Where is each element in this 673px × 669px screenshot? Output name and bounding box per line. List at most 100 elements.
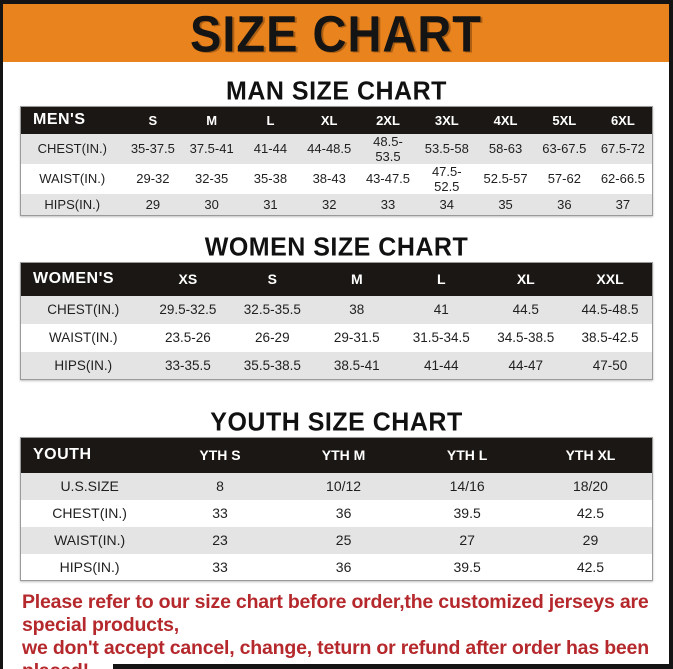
measurement-value: 35-38	[253, 171, 288, 186]
row-label: HIPS(IN.)	[44, 196, 101, 212]
disclaimer-line-2: we don't accept cancel, change, teturn o…	[22, 637, 649, 669]
size-column-header: 2XL	[376, 112, 400, 128]
size-column-header: YTH L	[446, 447, 488, 464]
measurement-value: 23	[212, 532, 228, 548]
row-label: WAIST(IN.)	[54, 532, 126, 548]
measurement-value: 53.5-58	[424, 141, 469, 156]
measurement-value: 32	[321, 196, 337, 212]
size-column-header: L	[437, 271, 446, 288]
measurement-value: 32.5-35.5	[243, 302, 301, 317]
table-header-row: MEN'S S M L XL 2XL 3XL 4XL 5XL 6XL	[20, 106, 653, 134]
top-border	[0, 0, 673, 4]
measurement-value: 48.5-53.5	[373, 133, 403, 164]
row-label: HIPS(IN.)	[59, 558, 120, 575]
measurement-value: 14/16	[449, 478, 485, 494]
size-column-header: S	[148, 112, 158, 128]
measurement-value: 63-67.5	[542, 141, 587, 156]
measurement-value: 31.5-34.5	[412, 330, 470, 345]
women-size-table: WOMEN'S XS S M L XL XXL CHEST(IN.) 29.5-32.5 32.…	[20, 262, 653, 380]
measurement-value: 43-47.5	[365, 171, 411, 186]
measurement-value: 34	[439, 196, 454, 212]
measurement-value: 26-29	[255, 330, 290, 345]
table-row: CHEST(IN.) 35-37.5 37.5-41 41-44 44-48.5 48.5…	[20, 133, 653, 164]
measurement-value: 34.5-38.5	[497, 330, 555, 345]
size-column-header: XXL	[596, 271, 624, 288]
size-column-header: 5XL	[552, 112, 577, 128]
youth-section-title: YOUTH SIZE CHART	[210, 407, 463, 437]
measurement-value: 42.5	[576, 505, 605, 521]
measurement-value: 39.5	[453, 505, 481, 521]
measurement-value: 31	[263, 196, 278, 212]
table-row: WAIST(IN.) 23.5-26 26-29 29-31.5 31.5-34.5 34…	[20, 323, 653, 352]
row-label: U.S.SIZE	[60, 478, 119, 494]
measurement-value: 36	[335, 505, 352, 521]
measurement-value: 29.5-32.5	[159, 302, 217, 317]
measurement-value: 18/20	[572, 478, 608, 494]
measurement-value: 29	[582, 532, 599, 548]
measurement-value: 10/12	[326, 478, 362, 494]
size-column-header: M	[350, 271, 363, 288]
measurement-value: 8	[216, 478, 224, 494]
measurement-value: 39.5	[453, 558, 481, 575]
measurement-value: 35-37.5	[130, 141, 175, 156]
size-column-header: XL	[516, 271, 535, 288]
measurement-value: 29-32	[136, 171, 170, 186]
measurement-value: 37	[615, 196, 631, 212]
measurement-value: 38.5-41	[333, 357, 380, 373]
measurement-value: 47-50	[592, 357, 628, 373]
measurement-value: 36	[335, 558, 352, 575]
measurement-value: 41-44	[253, 141, 288, 156]
measurement-value: 36	[557, 196, 572, 212]
measurement-value: 41-44	[424, 357, 459, 373]
measurement-value: 38-43	[312, 171, 346, 186]
measurement-value: 27	[459, 532, 475, 548]
measurement-value: 33-35.5	[164, 357, 211, 373]
page-title: SIZE CHART	[190, 4, 482, 62]
table-corner-label: YOUTH	[33, 446, 92, 464]
table-corner-label: MEN'S	[33, 111, 86, 129]
left-border	[0, 0, 3, 669]
youth-size-table: YOUTH YTH S YTH M YTH L YTH XL U.S.SIZE 8 10/1…	[20, 437, 653, 581]
table-row: HIPS(IN.) 29 30 31 32 33 34 35 36 37	[20, 193, 653, 216]
size-column-header: YTH XL	[565, 447, 616, 464]
women-section-title: WOMEN SIZE CHART	[204, 232, 469, 262]
measurement-value: 30	[204, 196, 219, 212]
row-label: HIPS(IN.)	[54, 357, 113, 373]
table-corner-label: WOMEN'S	[33, 270, 115, 288]
bottom-border	[113, 664, 673, 669]
measurement-value: 41	[433, 302, 449, 317]
measurement-value: 47.5-52.5	[431, 163, 462, 194]
measurement-value: 29	[145, 196, 161, 212]
row-label: CHEST(IN.)	[47, 302, 120, 317]
row-label: CHEST(IN.)	[52, 505, 127, 521]
disclaimer-note: Please refer to our size chart before or…	[22, 591, 673, 669]
measurement-value: 44-48.5	[307, 141, 352, 156]
table-header-row: WOMEN'S XS S M L XL XXL	[20, 262, 653, 296]
men-size-table: MEN'S S M L XL 2XL 3XL 4XL 5XL 6XL CHEST(IN.) 35-3…	[20, 106, 653, 216]
size-column-header: 3XL	[434, 112, 459, 128]
table-row: U.S.SIZE 8 10/12 14/16 18/20	[20, 472, 653, 500]
measurement-value: 44.5	[512, 302, 539, 317]
size-column-header: M	[206, 112, 218, 128]
size-column-header: YTH S	[199, 447, 241, 464]
disclaimer-line-1: Please refer to our size chart before or…	[22, 591, 649, 636]
row-label: CHEST(IN.)	[37, 141, 107, 156]
table-row: HIPS(IN.) 33 36 39.5 42.5	[20, 553, 653, 581]
size-column-header: 6XL	[610, 112, 635, 128]
size-column-header: XL	[320, 112, 338, 128]
size-column-header: 4XL	[493, 112, 518, 128]
table-row: WAIST(IN.) 29-32 32-35 35-38 38-43 43-47.5 47.…	[20, 163, 653, 194]
title-banner: SIZE CHART	[3, 4, 669, 62]
size-column-header: S	[267, 271, 277, 288]
measurement-value: 32-35	[195, 171, 229, 186]
measurement-value: 37.5-41	[189, 141, 234, 156]
table-row: CHEST(IN.) 33 36 39.5 42.5	[20, 499, 653, 527]
size-column-header: L	[266, 112, 275, 128]
table-row: CHEST(IN.) 29.5-32.5 32.5-35.5 38 41 44.5 44.5…	[20, 295, 653, 324]
table-row: WAIST(IN.) 23 25 27 29	[20, 526, 653, 554]
man-section-title: MAN SIZE CHART	[226, 76, 447, 106]
size-column-header: XS	[178, 271, 198, 288]
right-border	[669, 0, 673, 669]
measurement-value: 58-63	[488, 141, 523, 156]
measurement-value: 33	[212, 558, 228, 575]
